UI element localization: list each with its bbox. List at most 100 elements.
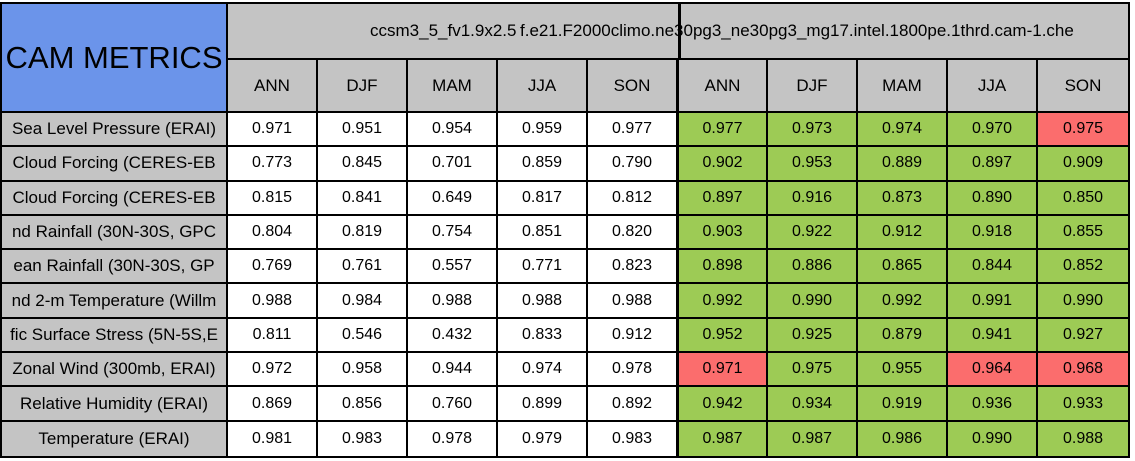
metric-value-model2: 0.850 (1038, 181, 1128, 216)
metric-value-model1: 0.557 (408, 250, 498, 285)
metric-value-model2: 0.922 (768, 215, 858, 251)
metric-value-model1: 0.760 (408, 387, 498, 422)
metric-value-model2: 0.889 (858, 147, 948, 182)
metric-value-model1: 0.974 (498, 353, 588, 388)
metric-value-model1: 0.978 (408, 421, 498, 456)
metric-value-model2: 0.992 (858, 284, 948, 319)
metric-value-model1: 0.851 (498, 215, 588, 251)
metric-value-model1: 0.833 (498, 318, 588, 354)
metric-value-model1: 0.817 (498, 181, 588, 216)
group-divider (678, 4, 681, 58)
metric-value-model1: 0.959 (498, 113, 588, 148)
metric-value-model1: 0.979 (498, 421, 588, 456)
season-header-model1-ann: ANN (228, 60, 318, 113)
metric-value-model1: 0.988 (588, 284, 678, 319)
metric-value-model2: 0.919 (858, 387, 948, 422)
metric-value-model1: 0.954 (408, 113, 498, 148)
metric-value-model1: 0.899 (498, 387, 588, 422)
metric-value-model2: 0.977 (678, 113, 768, 148)
metric-value-model2: 0.898 (678, 250, 768, 285)
metric-value-model2: 0.903 (678, 215, 768, 251)
metric-label: Sea Level Pressure (ERAI) (2, 113, 228, 148)
metric-value-model1: 0.804 (228, 215, 318, 251)
metric-value-model2: 0.964 (948, 353, 1038, 388)
metric-value-model1: 0.820 (588, 215, 678, 251)
metric-value-model1: 0.892 (588, 387, 678, 422)
metric-value-model1: 0.988 (408, 284, 498, 319)
metric-label: ean Rainfall (30N-30S, GP (2, 250, 228, 285)
metric-label: nd Rainfall (30N-30S, GPC (2, 215, 228, 251)
metric-value-model2: 0.992 (678, 284, 768, 319)
metric-value-model1: 0.984 (318, 284, 408, 319)
season-header-model2-ann: ANN (678, 60, 768, 113)
season-header-model2-mam: MAM (858, 60, 948, 113)
metric-value-model1: 0.978 (588, 353, 678, 388)
metric-label: fic Surface Stress (5N-5S,E (2, 318, 228, 354)
metric-value-model1: 0.958 (318, 353, 408, 388)
metric-value-model2: 0.852 (1038, 250, 1128, 285)
metric-value-model2: 0.970 (948, 113, 1038, 148)
metric-value-model2: 0.974 (858, 113, 948, 148)
metric-value-model1: 0.971 (228, 113, 318, 148)
metric-value-model2: 0.955 (858, 353, 948, 388)
model2-case-name: f.e21.F2000climo.ne30pg3_ne30pg3_mg17.in… (520, 21, 1074, 40)
metric-value-model1: 0.972 (228, 353, 318, 388)
metric-value-model2: 0.986 (858, 421, 948, 456)
metric-label: Relative Humidity (ERAI) (2, 387, 228, 422)
metric-value-model2: 0.879 (858, 318, 948, 354)
season-header-model2-son: SON (1038, 60, 1128, 113)
metric-value-model2: 0.987 (678, 421, 768, 456)
metric-value-model1: 0.983 (588, 421, 678, 456)
metric-value-model2: 0.971 (678, 353, 768, 388)
metric-label: Temperature (ERAI) (2, 421, 228, 456)
metric-value-model2: 0.897 (948, 147, 1038, 182)
metric-value-model2: 0.927 (1038, 318, 1128, 354)
metric-value-model1: 0.432 (408, 318, 498, 354)
metric-value-model1: 0.988 (498, 284, 588, 319)
metric-value-model2: 0.942 (678, 387, 768, 422)
metric-value-model1: 0.771 (498, 250, 588, 285)
metric-value-model1: 0.815 (228, 181, 318, 216)
metric-value-model1: 0.944 (408, 353, 498, 388)
metric-value-model1: 0.811 (228, 318, 318, 354)
metric-value-model1: 0.988 (228, 284, 318, 319)
metric-value-model2: 0.865 (858, 250, 948, 285)
metric-value-model1: 0.701 (408, 147, 498, 182)
metric-label: Cloud Forcing (CERES-EB (2, 147, 228, 182)
metric-value-model2: 0.952 (678, 318, 768, 354)
model1-case-name: ccsm3_5_fv1.9x2.5 (370, 21, 517, 40)
metric-value-model1: 0.819 (318, 215, 408, 251)
metric-value-model1: 0.951 (318, 113, 408, 148)
metric-value-model2: 0.990 (948, 421, 1038, 456)
metric-value-model2: 0.897 (678, 181, 768, 216)
metric-value-model2: 0.990 (768, 284, 858, 319)
metric-value-model2: 0.886 (768, 250, 858, 285)
metric-value-model2: 0.909 (1038, 147, 1128, 182)
season-header-model2-jja: JJA (948, 60, 1038, 113)
metric-value-model1: 0.845 (318, 147, 408, 182)
season-header-model2-djf: DJF (768, 60, 858, 113)
metric-value-model1: 0.981 (228, 421, 318, 456)
metric-value-model1: 0.812 (588, 181, 678, 216)
metric-value-model2: 0.933 (1038, 387, 1128, 422)
metric-value-model2: 0.988 (1038, 421, 1128, 456)
metric-value-model1: 0.977 (588, 113, 678, 148)
season-header-model1-mam: MAM (408, 60, 498, 113)
metric-value-model1: 0.546 (318, 318, 408, 354)
metric-value-model2: 0.844 (948, 250, 1038, 285)
season-header-model1-jja: JJA (498, 60, 588, 113)
metric-value-model2: 0.934 (768, 387, 858, 422)
metric-value-model2: 0.973 (768, 113, 858, 148)
metric-value-model2: 0.975 (768, 353, 858, 388)
metric-value-model2: 0.890 (948, 181, 1038, 216)
metric-value-model2: 0.855 (1038, 215, 1128, 251)
metric-value-model1: 0.649 (408, 181, 498, 216)
metric-value-model1: 0.912 (588, 318, 678, 354)
table-title-cell: CAM METRICS (2, 4, 228, 113)
metric-value-model1: 0.769 (228, 250, 318, 285)
metric-value-model2: 0.912 (858, 215, 948, 251)
metric-value-model2: 0.941 (948, 318, 1038, 354)
metric-value-model2: 0.936 (948, 387, 1038, 422)
metric-value-model2: 0.991 (948, 284, 1038, 319)
